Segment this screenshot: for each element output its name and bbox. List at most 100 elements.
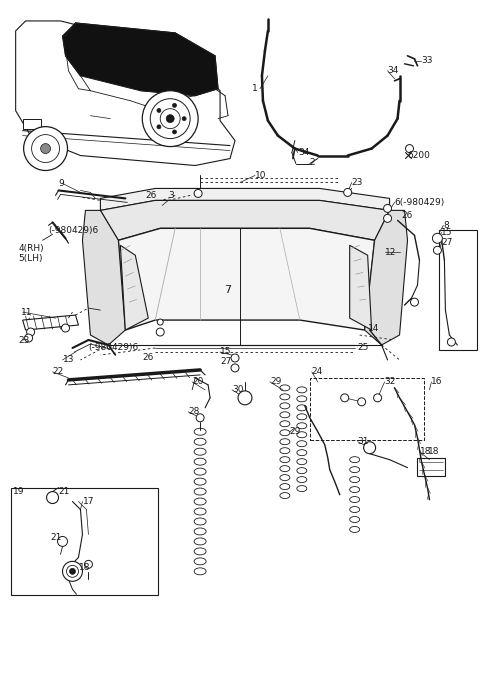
Bar — [418, 458, 445, 475]
Text: 18: 18 — [78, 563, 90, 572]
Text: 34: 34 — [387, 66, 399, 75]
Polygon shape — [62, 23, 218, 96]
Circle shape — [84, 560, 93, 569]
Text: 26: 26 — [402, 211, 413, 220]
Text: 19: 19 — [12, 487, 24, 496]
Circle shape — [406, 145, 413, 153]
Text: 22: 22 — [52, 367, 64, 377]
Circle shape — [24, 127, 68, 171]
Circle shape — [358, 398, 366, 406]
Text: 21: 21 — [50, 533, 62, 542]
Circle shape — [61, 324, 70, 332]
Circle shape — [384, 204, 392, 212]
Circle shape — [157, 125, 161, 129]
Circle shape — [58, 536, 68, 547]
Polygon shape — [23, 315, 78, 330]
Text: 5(LH): 5(LH) — [19, 253, 43, 263]
Text: 10: 10 — [255, 171, 266, 180]
Circle shape — [47, 492, 59, 503]
Circle shape — [344, 188, 352, 197]
Text: 33: 33 — [421, 56, 433, 65]
Text: 24: 24 — [312, 367, 323, 377]
Polygon shape — [120, 245, 148, 330]
Text: 15: 15 — [220, 347, 231, 356]
Circle shape — [194, 190, 202, 197]
Text: 6200: 6200 — [408, 151, 431, 160]
Polygon shape — [16, 21, 235, 166]
Text: 26: 26 — [145, 191, 156, 200]
Circle shape — [142, 90, 198, 147]
Circle shape — [172, 130, 177, 134]
Text: 29: 29 — [270, 377, 281, 386]
Circle shape — [231, 364, 239, 372]
Circle shape — [70, 569, 75, 574]
Text: 26: 26 — [142, 353, 154, 362]
Circle shape — [447, 338, 456, 346]
Bar — [11, 488, 158, 595]
Circle shape — [24, 334, 33, 342]
Circle shape — [410, 298, 419, 306]
Circle shape — [166, 114, 174, 123]
Bar — [439, 230, 477, 350]
Text: 14: 14 — [368, 323, 379, 332]
Text: 2: 2 — [310, 158, 315, 167]
Circle shape — [432, 234, 443, 243]
Text: 9: 9 — [59, 179, 64, 188]
Text: 11: 11 — [21, 308, 32, 316]
Circle shape — [67, 565, 78, 577]
Text: 23: 23 — [352, 178, 363, 187]
Polygon shape — [100, 188, 390, 210]
Bar — [23, 119, 41, 129]
Text: 18: 18 — [420, 447, 431, 456]
Circle shape — [157, 319, 163, 325]
Circle shape — [196, 414, 204, 422]
Text: 29: 29 — [290, 427, 301, 436]
Polygon shape — [83, 210, 125, 345]
Text: 1: 1 — [252, 84, 258, 93]
Polygon shape — [365, 210, 408, 345]
Text: 32: 32 — [384, 377, 396, 386]
Polygon shape — [119, 228, 374, 330]
Text: 21: 21 — [59, 487, 70, 496]
Circle shape — [156, 328, 164, 336]
Text: 17: 17 — [83, 497, 94, 506]
Text: (-980429)6: (-980429)6 — [88, 343, 139, 353]
Circle shape — [364, 442, 376, 453]
Circle shape — [62, 562, 83, 582]
Text: 28: 28 — [188, 408, 200, 416]
Circle shape — [157, 108, 161, 112]
Text: (-980429)6: (-980429)6 — [48, 226, 99, 235]
Text: 23: 23 — [19, 336, 30, 345]
Circle shape — [160, 109, 180, 129]
Text: 20: 20 — [192, 377, 204, 386]
Circle shape — [41, 144, 50, 153]
Circle shape — [231, 354, 239, 362]
Text: 16: 16 — [432, 377, 443, 386]
Text: 31: 31 — [358, 437, 369, 446]
Circle shape — [341, 394, 348, 402]
Text: 13: 13 — [62, 356, 74, 364]
Text: 18: 18 — [428, 447, 439, 456]
Circle shape — [150, 99, 190, 138]
Circle shape — [26, 328, 35, 336]
Text: 3: 3 — [168, 191, 174, 200]
Text: 12: 12 — [384, 248, 396, 257]
Text: 6(-980429): 6(-980429) — [395, 198, 445, 207]
Text: 8: 8 — [444, 221, 449, 230]
Circle shape — [373, 394, 382, 402]
Text: 30: 30 — [232, 386, 243, 395]
Circle shape — [182, 116, 186, 121]
Text: 27: 27 — [220, 358, 231, 366]
Circle shape — [238, 391, 252, 405]
Text: 34: 34 — [298, 148, 309, 157]
Polygon shape — [100, 201, 390, 240]
Text: 27: 27 — [442, 238, 453, 247]
Circle shape — [32, 135, 60, 162]
Text: 4(RH): 4(RH) — [19, 244, 44, 253]
Text: 25: 25 — [358, 343, 369, 353]
Bar — [310, 378, 424, 440]
Circle shape — [172, 103, 177, 108]
Circle shape — [384, 214, 392, 223]
Polygon shape — [350, 245, 372, 330]
Circle shape — [433, 247, 442, 254]
